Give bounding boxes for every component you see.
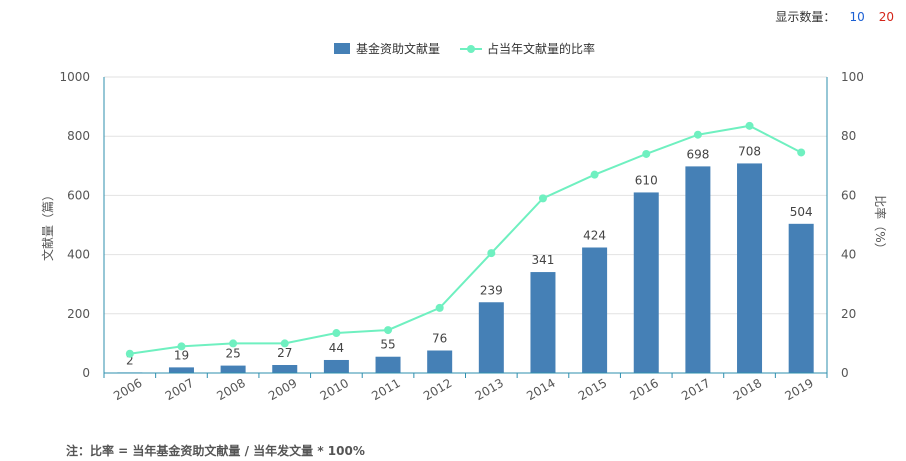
ratio-point	[590, 170, 599, 179]
bar-value-label: 610	[635, 173, 658, 187]
ratio-point	[177, 342, 186, 351]
gridlines	[104, 76, 827, 315]
bars	[117, 163, 814, 373]
x-tick-label: 2015	[576, 376, 609, 403]
bar-value-label: 25	[225, 347, 240, 361]
bar-value-label: 424	[583, 228, 606, 242]
bar-value-label: 708	[738, 144, 761, 158]
x-tick-label: 2008	[214, 376, 247, 403]
x-tick-label: 2012	[421, 376, 454, 403]
y2-tick-label: 0	[841, 366, 849, 380]
bar-value-label: 698	[686, 147, 709, 161]
bar	[220, 365, 246, 373]
bar	[737, 163, 763, 373]
ratio-point	[642, 149, 651, 158]
y-tick-label: 0	[82, 366, 90, 380]
x-tick-label: 2007	[163, 376, 196, 403]
y2-tick-label: 100	[841, 70, 864, 84]
bar-value-label: 341	[532, 253, 555, 267]
bar-value-label: 44	[329, 341, 344, 355]
x-tick-label: 2011	[369, 376, 402, 403]
ratio-point	[745, 121, 754, 130]
x-tick-label: 2009	[266, 376, 299, 403]
ratio-line	[125, 121, 806, 358]
x-tick-label: 2019	[782, 376, 815, 403]
bar-value-label: 504	[790, 205, 813, 219]
bar	[685, 166, 711, 373]
ratio-point	[125, 349, 134, 358]
ratio-point	[280, 339, 289, 348]
bar-value-label: 76	[432, 332, 447, 346]
y2-tick-label: 20	[841, 307, 856, 321]
legend[interactable]: 基金资助文献量 占当年文献量的比率	[334, 41, 595, 56]
bar	[375, 356, 401, 373]
bar-value-label: 55	[380, 338, 395, 352]
x-tick-label: 2017	[679, 376, 712, 403]
x-tick-label: 2014	[524, 376, 557, 403]
ratio-point	[332, 329, 341, 338]
x-tick-label: 2013	[473, 376, 506, 403]
y-tick-label: 400	[67, 248, 90, 262]
y-tick-label: 600	[67, 188, 90, 202]
display-count-10-option[interactable]: 10	[849, 9, 865, 24]
bar	[427, 350, 453, 373]
footnote: 注：比率 = 当年基金资助文献量 / 当年发文量 * 100%	[66, 444, 365, 458]
bar-value-label: 19	[174, 348, 189, 362]
y-tick-label: 800	[67, 129, 90, 143]
y2-tick-label: 40	[841, 248, 856, 262]
y2-tick-label: 80	[841, 129, 856, 143]
bar	[788, 223, 814, 373]
bar-labels: 2 19 25 27 44 55 76 239 341 424 610 698 708 504	[126, 144, 813, 367]
bar	[530, 272, 556, 373]
ratio-point	[693, 130, 702, 139]
bar	[168, 367, 194, 373]
y-axis-title: 文献量（篇）	[40, 189, 55, 261]
legend-bar-swatch	[334, 43, 350, 54]
legend-line-label: 占当年文献量的比率	[487, 41, 595, 56]
y2-tick-label: 60	[841, 188, 856, 202]
x-tick-label: 2010	[318, 376, 351, 403]
display-count-control: 显示数量： 10 20	[775, 8, 894, 25]
x-tick-label: 2018	[731, 376, 764, 403]
ratio-point	[384, 326, 393, 335]
bar	[478, 302, 504, 373]
bar-value-label: 27	[277, 346, 292, 360]
bar	[633, 192, 659, 373]
bar-value-label: 239	[480, 283, 503, 297]
y-tick-label: 200	[67, 307, 90, 321]
y-tick-label: 1000	[59, 70, 90, 84]
x-tick-label: 2016	[628, 376, 661, 403]
y2-axis-title: 比率（%）	[873, 195, 888, 254]
display-count-label: 显示数量：	[775, 10, 836, 24]
bar	[582, 247, 608, 373]
legend-line-marker	[467, 45, 475, 53]
ratio-point	[487, 249, 496, 258]
ratio-point	[435, 303, 444, 312]
bar-value-label: 2	[126, 353, 134, 367]
display-count-20-option[interactable]: 20	[878, 9, 894, 24]
x-tick-label: 2006	[111, 376, 144, 403]
legend-bar-label: 基金资助文献量	[356, 41, 440, 56]
ratio-line-path	[129, 124, 802, 355]
ratio-point	[229, 339, 238, 348]
ratio-point	[538, 194, 547, 203]
bar	[272, 365, 298, 373]
ratio-point	[797, 148, 806, 157]
bar	[323, 359, 349, 373]
